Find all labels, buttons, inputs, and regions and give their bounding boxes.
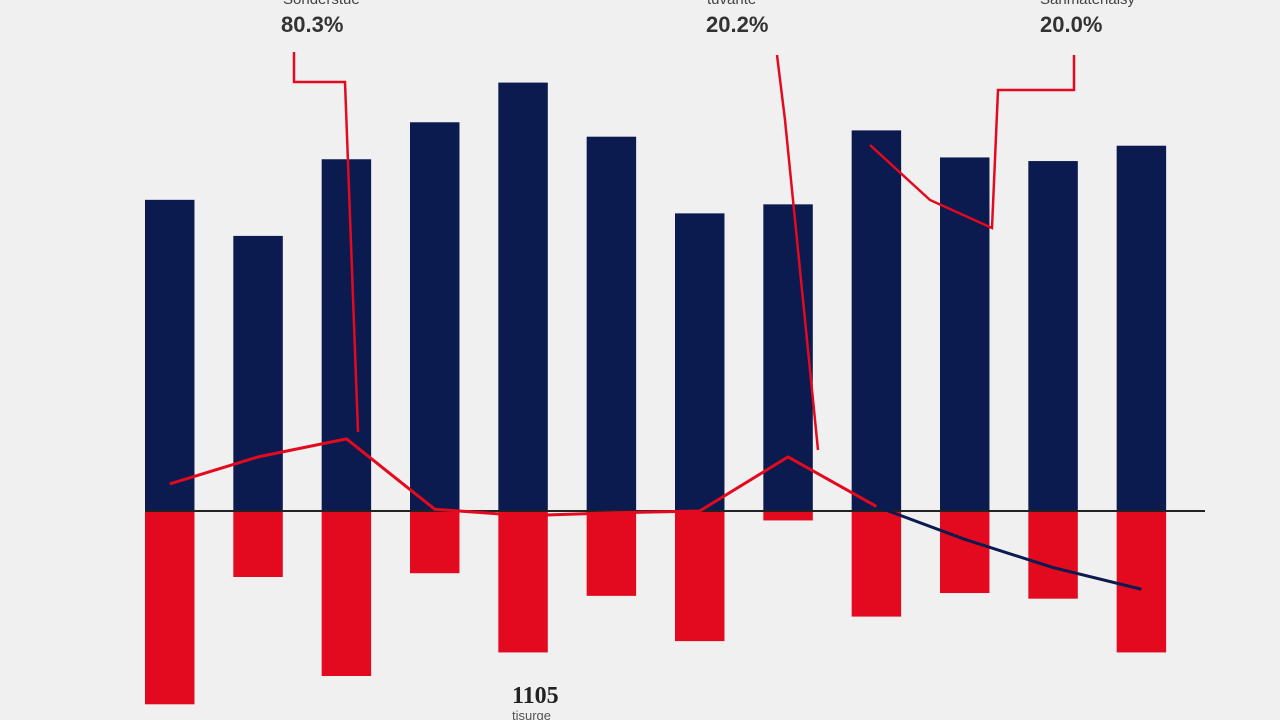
footer-title: 1105 [512, 683, 559, 709]
bar-negative-2 [233, 511, 283, 577]
annotation-leader-1 [292, 52, 360, 433]
bar-positive-6 [586, 136, 637, 512]
bar-positive-5 [498, 82, 548, 511]
bar-positive-1 [145, 199, 195, 511]
bar-positive-9 [851, 130, 902, 511]
bar-positive-7 [675, 213, 725, 511]
annotation-leader-2 [775, 54, 820, 451]
annotation-1-label: Sonderstue [283, 0, 360, 8]
bar-positive-3 [321, 159, 372, 511]
positive-series [145, 82, 1167, 512]
bar-negative-9 [851, 511, 902, 617]
bar-negative-4 [410, 511, 460, 574]
bar-positive-10 [940, 157, 990, 511]
bar-negative-10 [940, 511, 990, 594]
bar-negative-3 [321, 511, 372, 676]
annotation-2-label: tuvante [707, 0, 756, 8]
bar-negative-7 [675, 511, 725, 642]
bar-negative-5 [498, 511, 548, 653]
trend-line-2 [875, 505, 1142, 591]
bar-negative-6 [586, 511, 637, 596]
bar-negative-11 [1028, 511, 1078, 599]
annotation-3-value: 20.0% [1040, 12, 1102, 37]
annotation-1-value: 80.3% [281, 12, 343, 37]
trend-line-1 [169, 437, 878, 518]
bar-positive-2 [233, 235, 283, 512]
footer-subtitle: tisurge [512, 708, 551, 720]
annotation-3-label: Sanmaterialsy [1040, 0, 1136, 8]
bar-positive-11 [1028, 161, 1078, 512]
bar-positive-4 [410, 122, 460, 512]
annotation-2-value: 20.2% [706, 12, 768, 37]
bar-positive-8 [763, 204, 813, 511]
trend-lines [169, 437, 1142, 591]
bar-negative-1 [145, 511, 195, 705]
bar-positive-12 [1116, 145, 1167, 511]
bar-negative-8 [763, 511, 813, 521]
negative-series [145, 511, 1167, 705]
annotation-leader-3 [869, 55, 1076, 230]
bar-negative-12 [1116, 511, 1167, 653]
